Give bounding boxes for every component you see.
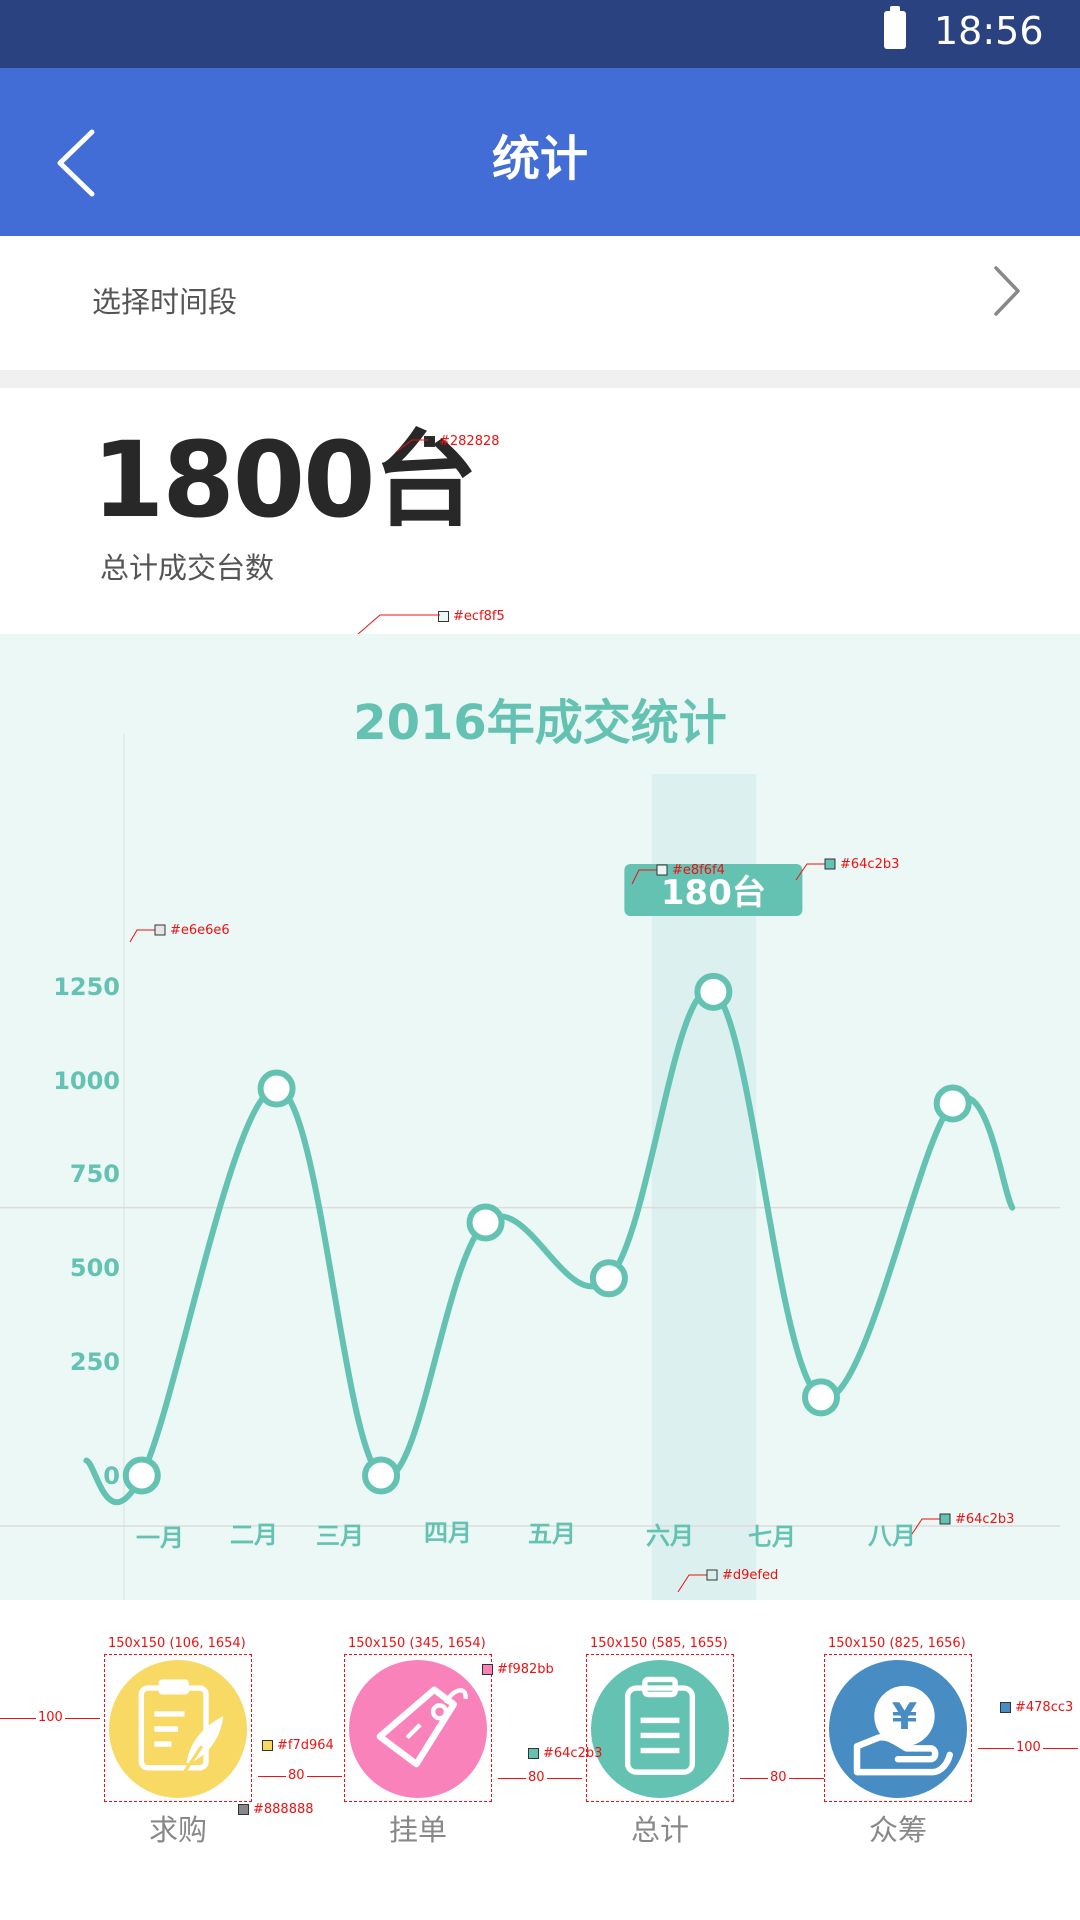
spacing-label: 100 (36, 1710, 65, 1726)
time-range-selector[interactable] (0, 236, 1080, 370)
action-label: 总计 (630, 1813, 689, 1847)
annotation-swatch (262, 1740, 273, 1751)
x-tick-label: 二月 (230, 1521, 278, 1549)
annotation-color: #478cc3 (1000, 1700, 1073, 1716)
annotation-swatch (528, 1748, 539, 1759)
annotation-leader (911, 1518, 940, 1535)
data-point (466, 1203, 505, 1242)
action-label: 求购 (148, 1813, 207, 1847)
total-caption: 总计成交台数 (100, 551, 275, 585)
x-tick-label: 七月 (748, 1523, 796, 1551)
time-range-label: 选择时间段 (92, 285, 238, 319)
chevron-right-icon (994, 266, 1020, 316)
annotation-leader (795, 863, 825, 881)
annotation-label: #64c2b3 (840, 857, 899, 872)
x-tick-label: 六月 (646, 1522, 694, 1550)
data-point (694, 972, 733, 1011)
tooltip-box (624, 864, 803, 916)
ann-total-color: #282828 (424, 434, 500, 450)
annotation-label: #64c2b3 (955, 1512, 1014, 1527)
annotation-leader (677, 1574, 707, 1593)
annotation-box-label: 150x150 (106, 1654) (108, 1636, 246, 1651)
total-count: 1800台 (92, 419, 477, 541)
annotation-color-label: #f982bb (497, 1662, 554, 1677)
battery-icon (884, 6, 906, 49)
data-point (933, 1084, 972, 1123)
data-point (589, 1259, 628, 1298)
y-tick-label: 1000 (53, 1067, 120, 1095)
page-title: 统计 (491, 131, 588, 187)
listing-button[interactable] (349, 1660, 487, 1798)
annotation-swatch (824, 858, 836, 870)
annotation-label: #e6e6e6 (170, 923, 230, 938)
series-line (83, 987, 1016, 1506)
annotation-swatch (1000, 1702, 1011, 1713)
annotation-box-label: 150x150 (585, 1655) (590, 1636, 728, 1651)
x-tick-label: 四月 (424, 1519, 472, 1547)
status-time: 18:56 (934, 9, 1044, 53)
clipboard-list-icon (624, 1676, 696, 1775)
data-point (257, 1069, 296, 1108)
annotation-box-label: 150x150 (345, 1654) (348, 1636, 486, 1651)
y-tick-label: 1250 (53, 973, 120, 1001)
y-tick-label: 0 (103, 1462, 120, 1490)
clipboard-pen-icon (138, 1679, 224, 1774)
section-divider (0, 370, 1080, 388)
annotation-box-label: 150x150 (825, 1656) (828, 1636, 966, 1651)
line-chart: 0 250 500 750 1000 1250 一月 二月 三月 四月 五月 六月 七月 八月 180台… (0, 734, 1060, 1600)
x-tick-label: 一月 (136, 1524, 184, 1552)
total-button[interactable] (591, 1660, 729, 1798)
annotation-label: #e8f6f4 (672, 863, 725, 878)
x-tick-label: 八月 (868, 1522, 916, 1550)
buy-request-button[interactable] (109, 1660, 247, 1798)
annotation-leader (631, 869, 657, 885)
annotation-color: #64c2b3 (528, 1746, 602, 1762)
spacing-label: 100 (1014, 1740, 1043, 1756)
data-point (122, 1456, 161, 1495)
data-point (362, 1456, 401, 1495)
svg-text:¥: ¥ (892, 1695, 918, 1738)
action-label: 挂单 (388, 1813, 447, 1847)
annotation-color-label: #478cc3 (1015, 1700, 1074, 1715)
y-tick-label: 750 (70, 1160, 120, 1188)
spacing-label: 80 (286, 1768, 307, 1784)
x-tick-label: 五月 (528, 1520, 576, 1548)
annotation-color-label: #888888 (253, 1802, 314, 1817)
action-label: 众筹 (868, 1813, 927, 1847)
crowdfund-button[interactable]: ¥ (829, 1660, 967, 1798)
x-tick-label: 三月 (316, 1522, 364, 1550)
status-bar (0, 0, 1080, 68)
annotation-swatch (656, 864, 668, 876)
annotation-color-label: #64c2b3 (543, 1746, 603, 1761)
chart-panel (0, 634, 1080, 1600)
spacing-label: 80 (768, 1770, 789, 1786)
y-tick-label: 500 (70, 1254, 120, 1282)
tag-icon (376, 1686, 468, 1768)
y-tick-label: 250 (70, 1348, 120, 1376)
annotation-color: #f982bb (482, 1662, 554, 1678)
annotation-swatch (939, 1513, 951, 1525)
spacing-label: 80 (526, 1770, 547, 1786)
annotation-label: #d9efed (722, 1568, 778, 1583)
tooltip-label: 180台 (661, 873, 766, 913)
annotation-leader (129, 929, 155, 943)
annotation-color: #888888 (238, 1802, 314, 1818)
annotation-color-label: #f7d964 (277, 1738, 334, 1753)
app-header (0, 68, 1080, 236)
yen-hand-icon: ¥ (853, 1685, 953, 1776)
ann-panel-color: #ecf8f5 (438, 609, 505, 625)
annotation-swatch (154, 924, 166, 936)
annotation-color: #f7d964 (262, 1738, 334, 1754)
annotation-swatch (482, 1664, 493, 1675)
annotation-swatch (706, 1569, 718, 1581)
data-point (802, 1378, 841, 1417)
annotation-swatch (238, 1804, 249, 1815)
chart-title: 2016年成交统计 (353, 695, 727, 751)
chevron-left-icon[interactable] (52, 126, 102, 200)
